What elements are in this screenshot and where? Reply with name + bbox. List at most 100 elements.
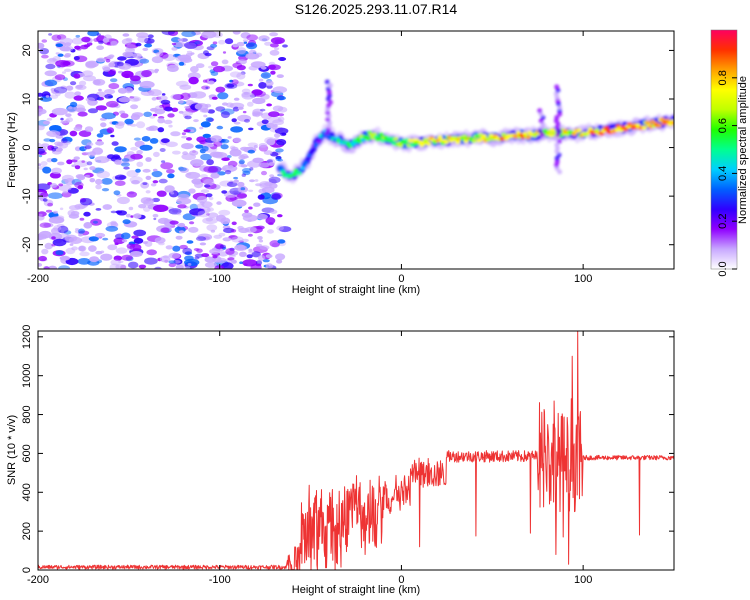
spectrogram-x-tick-label: 100 [574,273,592,285]
noise-blob [132,53,142,59]
noise-blob [250,61,266,68]
noise-blob [272,86,288,94]
noise-blob [93,220,98,224]
noise-blob [75,84,84,89]
noise-blob [83,222,93,229]
noise-blob [233,176,239,180]
noise-blob [121,232,131,240]
noise-blob [152,180,159,184]
noise-blob [141,136,151,142]
noise-blob [105,58,111,63]
noise-blob [209,248,221,254]
noise-blob [151,170,163,178]
noise-blob [242,110,247,114]
noise-blob [218,232,226,237]
noise-blob [57,53,64,57]
noise-blob [95,105,108,111]
noise-blob [135,168,141,173]
noise-blob [158,95,168,101]
spectrogram-signal-track [275,79,674,184]
signal-blob [300,166,306,170]
signal-blob [425,141,432,146]
noise-blob [165,141,178,148]
noise-blob [260,72,272,79]
noise-blob [186,50,192,54]
noise-blob [79,80,87,86]
noise-blob [261,170,267,176]
noise-blob [190,129,195,133]
noise-blob [184,41,198,49]
noise-blob [97,97,102,101]
noise-blob [220,167,227,171]
noise-blob [239,251,247,257]
noise-blob [226,155,232,158]
noise-blob [221,59,229,65]
noise-blob [236,47,247,55]
noise-blob [188,226,199,233]
noise-blob [274,127,289,135]
noise-blob [231,146,239,151]
noise-blob [55,250,64,256]
noise-blob [84,126,94,133]
noise-blob [233,137,242,143]
noise-blob [138,264,147,269]
noise-blob [57,143,64,147]
signal-smear [557,138,562,144]
noise-blob [77,185,84,190]
noise-blob [47,202,53,207]
noise-blob [210,172,220,179]
noise-blob [276,74,284,78]
noise-blob [201,31,217,39]
noise-blob [55,43,63,47]
noise-blob [58,233,69,239]
noise-blob [118,260,124,264]
noise-blob [269,43,279,48]
noise-blob [173,41,186,48]
noise-blob [221,262,234,269]
noise-blob [130,123,137,127]
noise-blob [130,146,138,151]
noise-blob [123,166,130,170]
noise-blob [38,230,52,239]
noise-blob [171,37,181,43]
noise-blob [273,124,278,128]
noise-blob [64,53,71,57]
noise-blob [133,229,147,237]
noise-blob [40,161,48,166]
noise-blob [177,204,187,209]
noise-blob [167,64,179,72]
noise-blob [255,263,262,267]
noise-blob [277,116,285,122]
noise-blob [278,226,292,233]
noise-blob [190,159,204,167]
noise-blob [151,97,157,101]
noise-blob [96,33,102,37]
noise-blob [148,89,162,97]
noise-blob [217,92,229,100]
noise-blob [57,225,69,234]
noise-blob [150,183,157,187]
noise-blob [114,180,126,186]
noise-blob [223,190,239,198]
noise-blob [73,73,81,79]
spectrogram-x-axis-label: Height of straight line (km) [292,284,420,296]
noise-blob [38,255,47,262]
noise-blob [51,158,58,163]
noise-blob [268,176,281,184]
noise-blob [178,222,186,228]
noise-blob [101,112,116,120]
noise-blob [276,259,283,264]
noise-blob [41,248,49,255]
signal-blob [398,143,404,148]
noise-blob [226,102,234,108]
noise-blob [46,58,59,64]
noise-blob [231,259,237,264]
noise-blob [217,257,227,264]
noise-blob [106,55,114,60]
noise-blob [52,238,67,247]
noise-blob [145,126,155,131]
noise-blob [154,266,162,269]
noise-blob [227,257,235,261]
noise-blob [246,254,253,259]
noise-blob [46,158,53,163]
